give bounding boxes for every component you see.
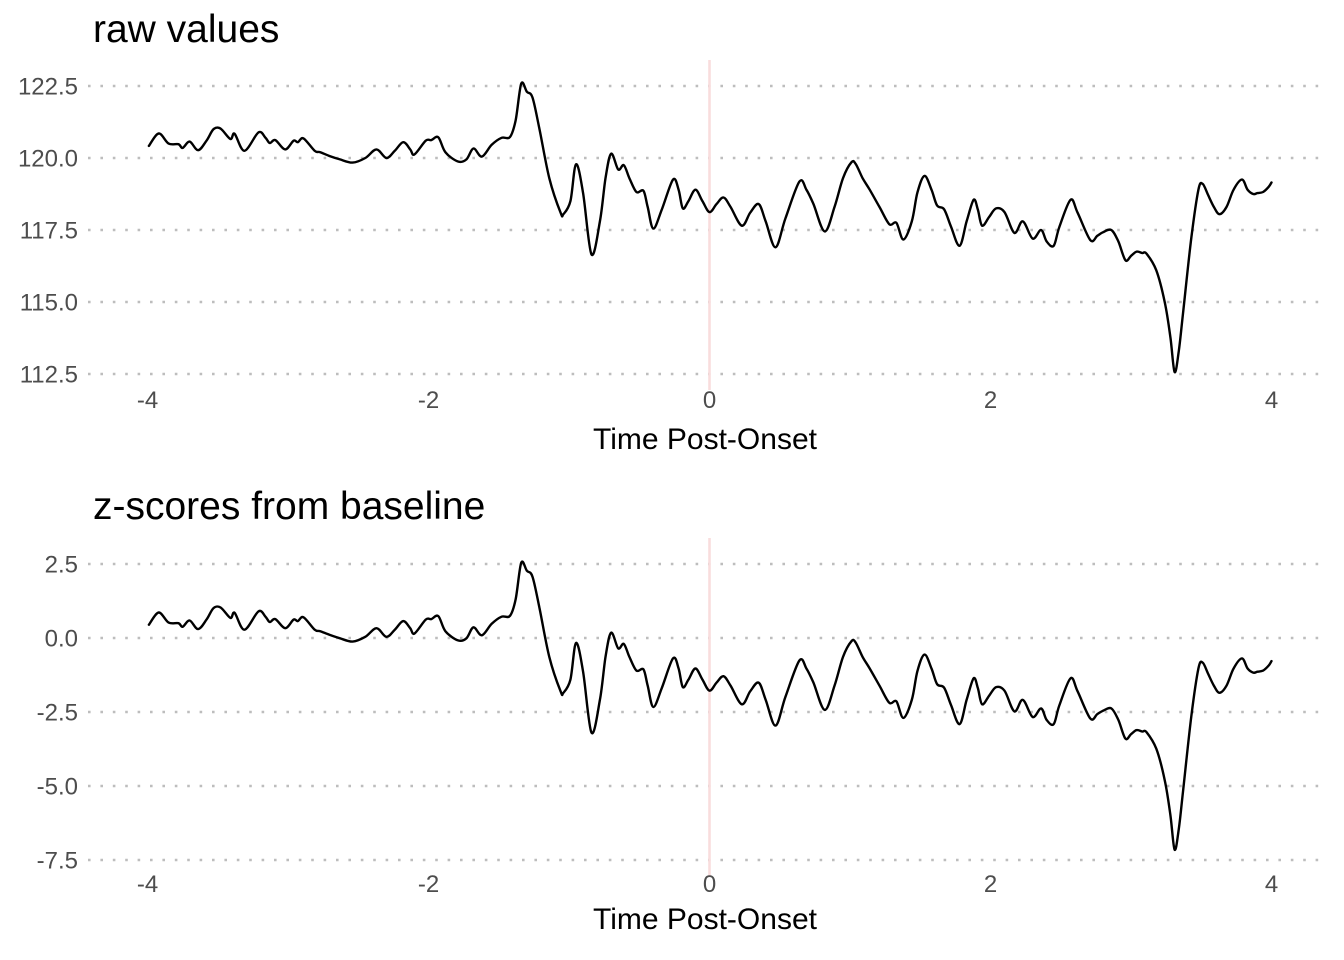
bottom-plot-title: z-scores from baseline: [93, 485, 486, 528]
z-scores-line-chart: 2.5 0.0 -2.5 -5.0 -7.5 -4 -2 0 2 4: [37, 538, 1322, 898]
series-line: [147, 560, 1273, 852]
y-tick-label: 0.0: [45, 626, 78, 653]
x-tick-label: 4: [1265, 387, 1278, 414]
x-tick-label: -2: [418, 871, 439, 898]
y-tick-label: -2.5: [37, 700, 78, 727]
x-tick-label: 0: [703, 387, 716, 414]
x-tick-label: 2: [984, 871, 997, 898]
y-tick-label: 117.5: [20, 218, 78, 245]
x-tick-label: 4: [1265, 871, 1278, 898]
y-tick-label: 2.5: [45, 552, 78, 579]
top-x-axis-title: Time Post-Onset: [593, 423, 817, 456]
y-tick-label: 115.0: [20, 290, 78, 317]
x-tick-label: 0: [703, 871, 716, 898]
x-tick-label: -2: [418, 387, 439, 414]
x-tick-label: -4: [137, 387, 158, 414]
y-tick-label: 120.0: [18, 146, 78, 173]
x-tick-label: -4: [137, 871, 158, 898]
y-tick-label: -5.0: [37, 774, 78, 801]
bottom-x-axis-title: Time Post-Onset: [593, 903, 817, 936]
y-tick-label: 122.5: [18, 74, 78, 101]
series-line: [147, 81, 1273, 374]
y-tick-label: -7.5: [37, 848, 78, 875]
x-tick-label: 2: [984, 387, 997, 414]
raw-values-line-chart: 122.5 120.0 117.5 115.0 112.5 -4 -2 0 2 4: [18, 60, 1322, 414]
top-plot-title: raw values: [93, 8, 280, 51]
y-tick-label: 112.5: [20, 362, 78, 389]
